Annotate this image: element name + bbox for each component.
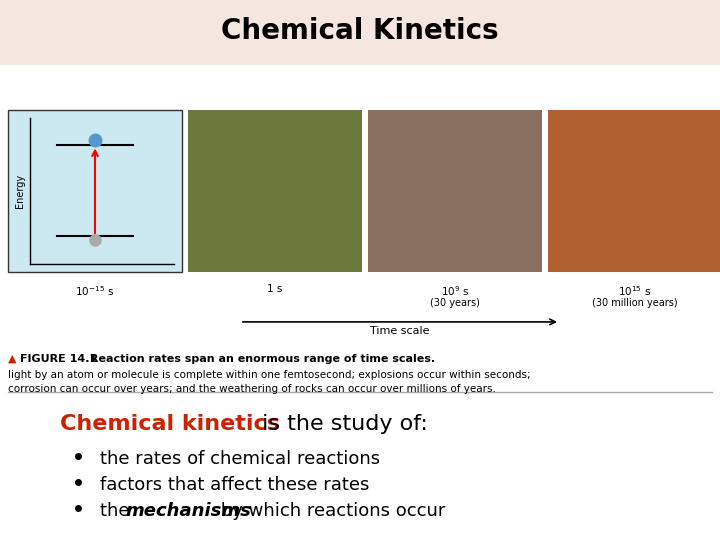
Text: (30 years): (30 years) (430, 298, 480, 308)
Text: $10^{15}$ s: $10^{15}$ s (618, 284, 652, 298)
Text: light by an atom or molecule is complete within one femtosecond; explosions occu: light by an atom or molecule is complete… (8, 370, 531, 380)
Text: ▲: ▲ (8, 354, 17, 364)
Text: Reaction rates span an enormous range of time scales.: Reaction rates span an enormous range of… (90, 354, 435, 364)
Text: factors that affect these rates: factors that affect these rates (100, 476, 369, 494)
Bar (188, 110, 362, 272)
Text: Energy: Energy (15, 174, 25, 208)
Text: FIGURE 14.1: FIGURE 14.1 (20, 354, 97, 364)
Text: the rates of chemical reactions: the rates of chemical reactions (100, 450, 380, 468)
Bar (368, 110, 542, 272)
Bar (548, 199, 720, 272)
Bar (8, 110, 182, 272)
Text: $10^{9}$ s: $10^{9}$ s (441, 284, 469, 298)
Text: Chemical Kinetics: Chemical Kinetics (221, 17, 499, 45)
Text: Time scale: Time scale (370, 326, 430, 336)
Bar (548, 110, 720, 272)
Text: is the study of:: is the study of: (255, 414, 428, 434)
Text: 1 s: 1 s (267, 284, 283, 294)
Text: Chemical kinetics: Chemical kinetics (60, 414, 280, 434)
Text: mechanisms: mechanisms (125, 502, 251, 520)
Text: the: the (100, 502, 135, 520)
Bar (368, 199, 542, 272)
Text: (30 million years): (30 million years) (592, 298, 678, 308)
Text: by which reactions occur: by which reactions occur (215, 502, 446, 520)
Text: corrosion can occur over years; and the weathering of rocks can occur over milli: corrosion can occur over years; and the … (8, 384, 496, 394)
Text: $10^{-15}$ s: $10^{-15}$ s (76, 284, 114, 298)
Bar (188, 199, 362, 272)
